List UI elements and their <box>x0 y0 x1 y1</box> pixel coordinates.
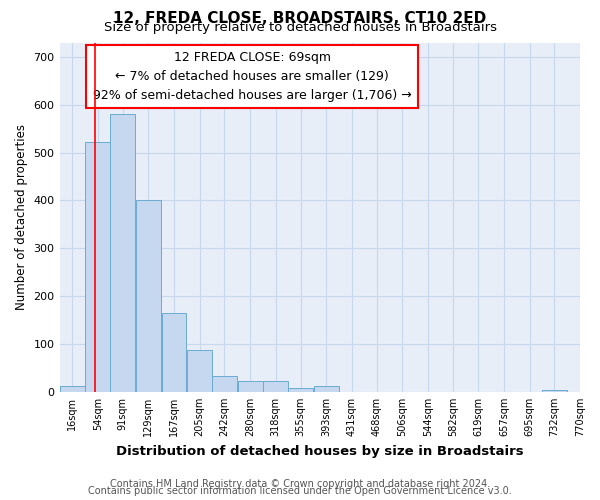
Bar <box>136 200 161 392</box>
Bar <box>110 114 135 392</box>
Bar <box>85 142 110 392</box>
Bar <box>60 386 85 392</box>
Text: Contains public sector information licensed under the Open Government Licence v3: Contains public sector information licen… <box>88 486 512 496</box>
Bar <box>542 390 567 392</box>
Text: Size of property relative to detached houses in Broadstairs: Size of property relative to detached ho… <box>104 21 497 34</box>
Bar <box>263 382 288 392</box>
Y-axis label: Number of detached properties: Number of detached properties <box>15 124 28 310</box>
Bar <box>314 386 338 392</box>
Bar <box>212 376 237 392</box>
Text: 12 FREDA CLOSE: 69sqm
← 7% of detached houses are smaller (129)
92% of semi-deta: 12 FREDA CLOSE: 69sqm ← 7% of detached h… <box>93 51 412 102</box>
Bar <box>161 313 187 392</box>
Text: Contains HM Land Registry data © Crown copyright and database right 2024.: Contains HM Land Registry data © Crown c… <box>110 479 490 489</box>
Text: 12, FREDA CLOSE, BROADSTAIRS, CT10 2ED: 12, FREDA CLOSE, BROADSTAIRS, CT10 2ED <box>113 11 487 26</box>
Bar <box>288 388 313 392</box>
Bar <box>238 382 263 392</box>
Bar <box>187 350 212 392</box>
X-axis label: Distribution of detached houses by size in Broadstairs: Distribution of detached houses by size … <box>116 444 524 458</box>
